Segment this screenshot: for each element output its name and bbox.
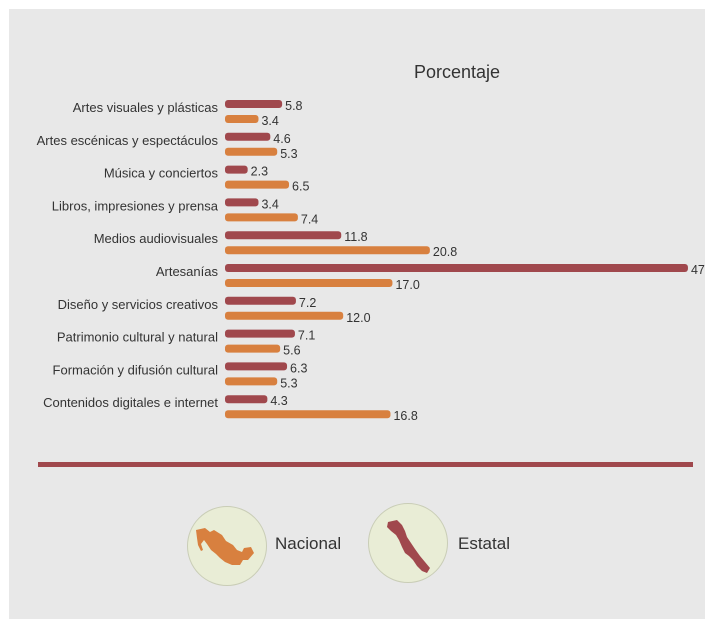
data-label-nacional-artes-escenicas-y-espectaculos: 4.6 [273, 132, 290, 146]
data-label-nacional-medios-audiovisuales: 11.8 [344, 230, 367, 244]
bar-estatal-patrimonio-cultural-y-natural [225, 344, 281, 353]
state-map-icon [368, 503, 448, 583]
data-label-estatal-artesanias: 17.0 [395, 278, 419, 292]
chart-panel: Porcentaje Artes visuales y plásticas 5.8 3… [9, 9, 705, 619]
bar-nacional-musica-y-conciertos [225, 165, 248, 174]
bar-estatal-diseno-y-servicios-creativos [225, 311, 344, 320]
bar-estatal-formacion-y-difusion-cultural [225, 377, 278, 386]
data-label-nacional-patrimonio-cultural-y-natural: 7.1 [298, 329, 315, 343]
category-label-formacion-y-difusion-cultural: Formación y difusión cultural [53, 362, 219, 377]
bar-nacional-libros-impresiones-y-prensa [225, 198, 259, 207]
bar-estatal-contenidos-digitales-e-internet [225, 410, 391, 419]
data-label-nacional-contenidos-digitales-e-internet: 4.3 [270, 394, 287, 408]
data-label-estatal-patrimonio-cultural-y-natural: 5.6 [283, 344, 300, 358]
data-label-estatal-libros-impresiones-y-prensa: 7.4 [301, 212, 318, 226]
bar-estatal-musica-y-conciertos [225, 180, 290, 189]
bar-nacional-medios-audiovisuales [225, 231, 342, 240]
bar-nacional-artes-escenicas-y-espectaculos [225, 132, 271, 141]
data-label-nacional-artes-visuales-y-plasticas: 5.8 [285, 99, 302, 113]
bar-estatal-artes-escenicas-y-espectaculos [225, 147, 278, 156]
category-label-medios-audiovisuales: Medios audiovisuales [94, 231, 219, 246]
bar-estatal-medios-audiovisuales [225, 246, 430, 255]
data-label-nacional-diseno-y-servicios-creativos: 7.2 [299, 296, 316, 310]
data-label-estatal-artes-visuales-y-plasticas: 3.4 [261, 114, 278, 128]
category-label-artes-escenicas-y-espectaculos: Artes escénicas y espectáculos [37, 133, 219, 148]
data-label-estatal-contenidos-digitales-e-internet: 16.8 [393, 409, 417, 423]
bar-estatal-artes-visuales-y-plasticas [225, 115, 259, 123]
bar-nacional-contenidos-digitales-e-internet [225, 395, 268, 404]
bar-nacional-artesanias [225, 264, 688, 272]
data-label-estatal-artes-escenicas-y-espectaculos: 5.3 [280, 147, 297, 161]
data-label-estatal-formacion-y-difusion-cultural: 5.3 [280, 376, 297, 390]
category-label-artesanias: Artesanías [156, 264, 219, 279]
data-label-nacional-musica-y-conciertos: 2.3 [251, 165, 268, 179]
category-label-musica-y-conciertos: Música y conciertos [104, 166, 219, 181]
legend-label-nacional: Nacional [275, 534, 342, 553]
data-label-nacional-formacion-y-difusion-cultural: 6.3 [290, 361, 307, 375]
category-label-patrimonio-cultural-y-natural: Patrimonio cultural y natural [57, 330, 218, 345]
data-label-nacional-artesanias: 47. [691, 263, 705, 277]
category-label-libros-impresiones-y-prensa: Libros, impresiones y prensa [52, 198, 219, 213]
data-label-estatal-musica-y-conciertos: 6.5 [292, 180, 309, 194]
mexico-map-icon [187, 506, 267, 586]
bar-chart: Porcentaje Artes visuales y plásticas 5.8 3… [37, 62, 705, 423]
bar-nacional-diseno-y-servicios-creativos [225, 296, 296, 305]
category-label-contenidos-digitales-e-internet: Contenidos digitales e internet [43, 395, 218, 410]
data-label-estatal-medios-audiovisuales: 20.8 [433, 245, 457, 259]
divider-line [38, 462, 693, 467]
data-label-estatal-diseno-y-servicios-creativos: 12.0 [346, 311, 370, 325]
category-label-artes-visuales-y-plasticas: Artes visuales y plásticas [73, 100, 219, 115]
bar-estatal-libros-impresiones-y-prensa [225, 213, 298, 222]
bar-estatal-artesanias [225, 279, 393, 287]
legend-label-estatal: Estatal [458, 534, 510, 553]
bar-nacional-formacion-y-difusion-cultural [225, 362, 288, 371]
category-label-diseno-y-servicios-creativos: Diseño y servicios creativos [58, 297, 219, 312]
data-label-nacional-libros-impresiones-y-prensa: 3.4 [261, 197, 278, 211]
chart-title: Porcentaje [414, 62, 500, 82]
bar-nacional-artes-visuales-y-plasticas [225, 100, 283, 108]
bar-nacional-patrimonio-cultural-y-natural [225, 329, 295, 338]
